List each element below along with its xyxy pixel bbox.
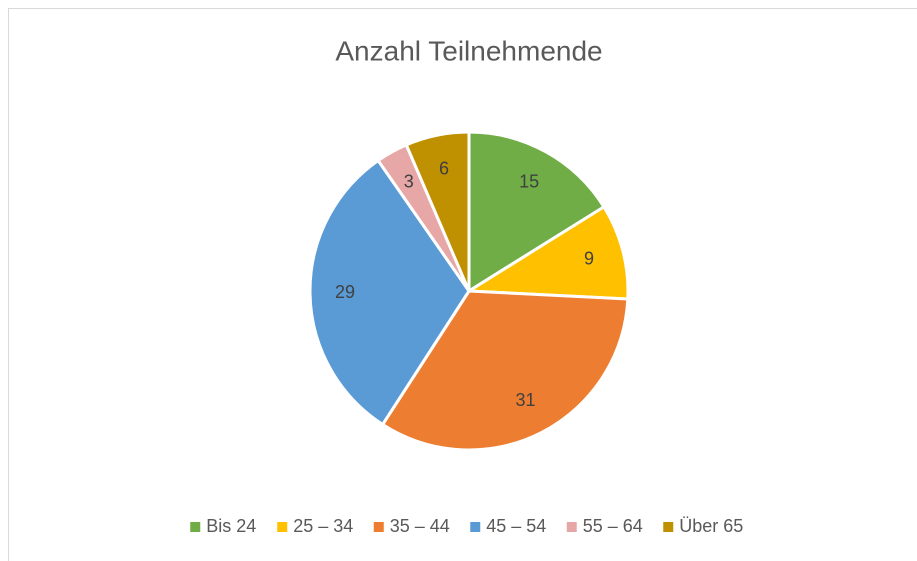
data-label: 3 (404, 171, 414, 191)
legend-label: 35 – 44 (390, 516, 450, 536)
legend-label: Über 65 (679, 516, 743, 536)
chart-title: Anzahl Teilnehmende (335, 35, 602, 66)
legend-swatch (566, 522, 577, 532)
data-label: 6 (439, 158, 449, 178)
pie-slice (404, 130, 471, 292)
legend-label: 45 – 54 (486, 516, 546, 536)
data-label: 29 (335, 282, 355, 302)
legend-label: 25 – 34 (293, 516, 353, 536)
legend-swatch (277, 522, 288, 532)
pie-slice (464, 204, 630, 301)
legend-swatch (663, 522, 674, 532)
legend-label: Bis 24 (206, 516, 256, 536)
data-label: 15 (519, 171, 539, 191)
legend-swatch (190, 522, 201, 532)
pie-slice (467, 130, 607, 294)
data-label: 31 (515, 390, 535, 410)
pie-slice (308, 158, 471, 427)
legend-swatch (470, 522, 481, 532)
data-label: 9 (584, 249, 594, 269)
legend-swatch (373, 522, 384, 532)
legend-label: 55 – 64 (583, 516, 643, 536)
